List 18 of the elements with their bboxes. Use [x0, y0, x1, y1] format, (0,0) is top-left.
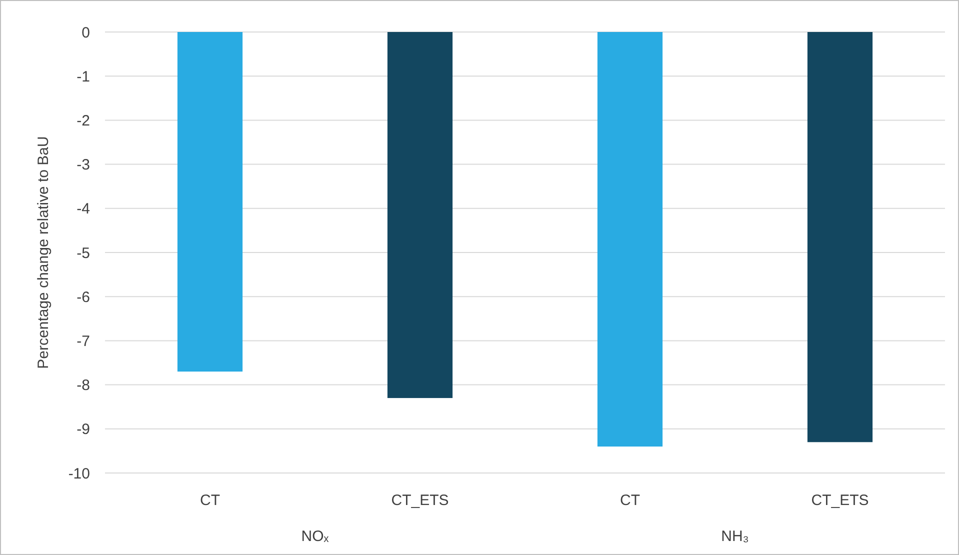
y-tick-label: -3: [76, 156, 90, 174]
text: NH₃: [721, 528, 749, 545]
x-tick-label: CT: [620, 492, 640, 509]
text: NOₓ: [301, 528, 329, 545]
y-tick-label: -6: [76, 288, 90, 306]
y-tick-label: -9: [76, 421, 90, 438]
y-tick-label: -8: [76, 377, 90, 394]
y-tick-label: -2: [76, 112, 90, 130]
y-axis-title: Percentage change relative to BaU: [35, 136, 52, 369]
y-tick-label: 0: [82, 24, 90, 42]
x-tick-label: CT: [200, 492, 220, 509]
y-tick-label: -7: [76, 332, 90, 350]
y-tick-label: -4: [76, 200, 90, 218]
y-tick-label: -10: [68, 465, 90, 482]
x-tick-label: CT_ETS: [391, 492, 449, 509]
x-tick-label: CT_ETS: [811, 492, 869, 509]
y-tick-label: -1: [76, 68, 90, 86]
y-tick-label: -5: [76, 244, 90, 262]
